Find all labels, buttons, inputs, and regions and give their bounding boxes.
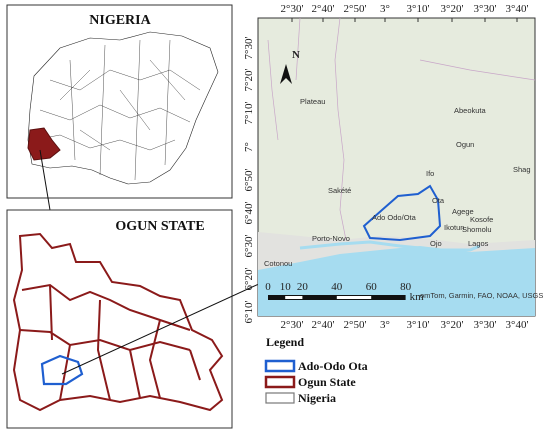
legend-label: Ogun State bbox=[298, 375, 356, 389]
place-label: Ikotun bbox=[444, 223, 464, 232]
lat-label: 6°30' bbox=[243, 235, 255, 258]
place-label: Abeokuta bbox=[454, 106, 487, 115]
lon-label: 2°30' bbox=[281, 319, 304, 331]
ogun-highlight bbox=[27, 127, 61, 161]
lon-label: 2°40' bbox=[312, 319, 335, 331]
inset-frame bbox=[6, 209, 233, 429]
scale-unit: km bbox=[410, 291, 425, 303]
legend-label: Ado-Odo Ota bbox=[298, 359, 368, 373]
scale-label: 10 bbox=[280, 281, 292, 293]
lagoon bbox=[299, 240, 481, 252]
scale-label: 20 bbox=[297, 281, 309, 293]
scale-segment bbox=[336, 296, 372, 299]
lon-label: 2°50' bbox=[344, 3, 367, 15]
place-label: Ogun bbox=[456, 140, 474, 149]
lat-label: 6°40' bbox=[243, 202, 255, 225]
place-label: Cotonou bbox=[264, 259, 292, 268]
lat-label: 7°20' bbox=[243, 69, 255, 92]
place-label: Kosofe bbox=[470, 215, 493, 224]
lon-label: 3°20' bbox=[441, 319, 464, 331]
ado-odo-highlight bbox=[40, 354, 84, 386]
inset-title: OGUN STATE bbox=[115, 219, 204, 234]
legend-swatch bbox=[264, 375, 296, 389]
lon-label: 3°30' bbox=[474, 3, 497, 15]
nigeria-outline bbox=[27, 31, 219, 185]
lon-label: 3°40' bbox=[506, 3, 529, 15]
place-label: Sakété bbox=[328, 186, 351, 195]
lon-label: 3°10' bbox=[407, 319, 430, 331]
place-label: Ifo bbox=[426, 169, 434, 178]
scale-segment bbox=[285, 296, 303, 299]
lon-label: 3°40' bbox=[506, 319, 529, 331]
place-label: Ado Odo/Ota bbox=[372, 213, 417, 222]
lon-label: 2°30' bbox=[281, 3, 304, 15]
lat-label: 7° bbox=[243, 142, 255, 152]
lon-label: 2°40' bbox=[312, 3, 335, 15]
legend-label: Nigeria bbox=[298, 391, 336, 405]
lon-label: 3° bbox=[380, 319, 390, 331]
legend-swatch bbox=[265, 392, 295, 404]
lon-label: 2°50' bbox=[344, 319, 367, 331]
lat-label: 6°20' bbox=[243, 268, 255, 291]
lon-label: 3°10' bbox=[407, 3, 430, 15]
lon-label: 3° bbox=[380, 3, 390, 15]
scale-label: 40 bbox=[331, 281, 343, 293]
lon-label: 3°30' bbox=[474, 319, 497, 331]
boundary bbox=[267, 17, 536, 241]
place-label: Agege bbox=[452, 207, 474, 216]
north-label: N bbox=[292, 49, 300, 61]
lat-label: 6°50' bbox=[243, 169, 255, 192]
lat-label: 7°30' bbox=[243, 37, 255, 60]
place-label: Ota bbox=[432, 196, 445, 205]
lat-label: 7°10' bbox=[243, 102, 255, 125]
lat-label: 6°10' bbox=[243, 301, 255, 324]
legend-title: Legend bbox=[266, 335, 304, 349]
place-label: Porto-Novo bbox=[312, 234, 350, 243]
scale-label: 80 bbox=[400, 281, 412, 293]
inset-title: NIGERIA bbox=[89, 13, 151, 28]
lon-label: 3°20' bbox=[441, 3, 464, 15]
place-label: Shomolu bbox=[462, 225, 492, 234]
scale-label: 60 bbox=[366, 281, 378, 293]
legend-swatch bbox=[264, 359, 296, 373]
attribution: omTom, Garmin, FAO, NOAA, USGS bbox=[420, 291, 543, 300]
ado-odo-boundary bbox=[362, 184, 442, 242]
scale-label: 0 bbox=[265, 281, 271, 293]
place-label: Shag bbox=[513, 165, 531, 174]
north-arrow bbox=[280, 64, 292, 84]
place-label: Ojo bbox=[430, 239, 442, 248]
place-label: Lagos bbox=[468, 239, 489, 248]
place-label: Plateau bbox=[300, 97, 325, 106]
